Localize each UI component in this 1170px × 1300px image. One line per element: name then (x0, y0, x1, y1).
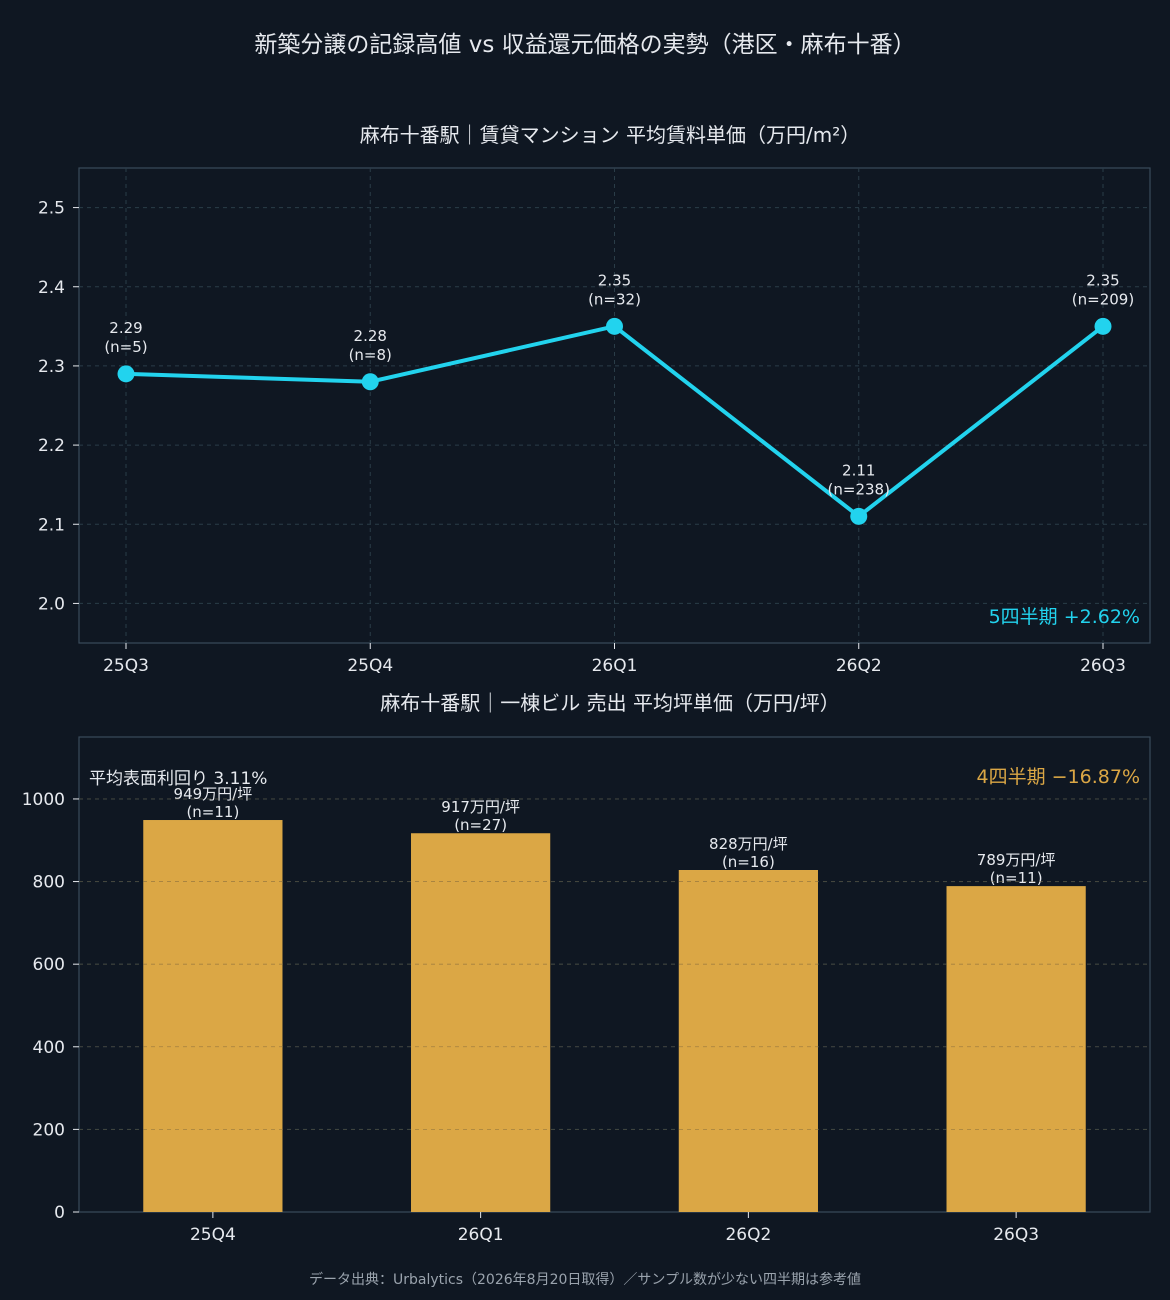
average-yield-note: 平均表面利回り 3.11% (89, 769, 267, 789)
plot-frame (78, 736, 1151, 1213)
bar (678, 870, 818, 1212)
x-tick-label: 25Q3 (103, 656, 149, 676)
data-label: 2.35 (598, 271, 631, 289)
x-tick-label: 25Q4 (347, 656, 393, 676)
data-label: 828万円/坪 (709, 835, 788, 853)
y-tick-label: 200 (33, 1120, 65, 1140)
x-tick-label: 26Q2 (725, 1225, 771, 1245)
y-tick-label: 600 (33, 955, 65, 975)
sample-size-label: (n=32) (588, 290, 641, 308)
data-point (606, 317, 623, 335)
x-tick-label: 26Q2 (836, 656, 882, 676)
data-label: 917万円/坪 (441, 798, 520, 816)
bar (411, 833, 551, 1212)
y-tick-label: 0 (54, 1203, 65, 1223)
bar (946, 886, 1086, 1212)
sample-size-label: (n=209) (1072, 290, 1134, 308)
y-tick-label: 800 (33, 873, 65, 893)
data-point (117, 365, 135, 383)
rent-line-chart: 2.0 2.1 2.2 2.3 2.4 2.5 25Q3 25Q4 26Q1 26Q2 26Q3 2.… (38, 167, 1151, 676)
data-source-footer: データ出典：Urbalytics（2026年8月20日取得）／サンプル数が少ない… (309, 1271, 861, 1288)
top-chart-title: 麻布十番駅｜賃貸マンション 平均賃料単価（万円/m²） (360, 123, 861, 147)
sample-size-label: (n=27) (454, 816, 507, 834)
x-tick-label: 26Q3 (993, 1225, 1039, 1245)
data-label: 789万円/坪 (977, 851, 1056, 869)
data-label: 2.28 (354, 327, 387, 345)
y-tick-label: 2.0 (38, 594, 65, 614)
data-point (1094, 317, 1112, 335)
y-tick-label: 2.4 (38, 278, 65, 298)
y-tick-label: 2.3 (38, 357, 65, 377)
bar (143, 820, 283, 1212)
building-price-bar-chart: 0200400600800100025Q4949万円/坪(n=11)26Q191… (22, 736, 1151, 1245)
data-point (361, 373, 379, 391)
y-tick-label: 2.5 (38, 199, 65, 219)
change-annotation: 4四半期 −16.87% (977, 766, 1141, 788)
data-label: 2.11 (842, 461, 875, 479)
sample-size-label: (n=8) (349, 346, 392, 364)
sample-size-label: (n=238) (828, 480, 890, 498)
y-tick-label: 2.1 (38, 515, 65, 535)
x-tick-label: 26Q1 (458, 1225, 504, 1245)
sample-size-label: (n=11) (990, 869, 1043, 887)
data-point (850, 507, 868, 525)
change-annotation: 5四半期 +2.62% (989, 606, 1140, 628)
y-tick-label: 2.2 (38, 436, 65, 456)
sample-size-label: (n=16) (722, 853, 775, 871)
x-tick-label: 26Q1 (592, 656, 638, 676)
y-tick-label: 400 (33, 1038, 65, 1058)
sample-size-label: (n=11) (186, 803, 239, 821)
data-label: 2.29 (109, 319, 142, 337)
bottom-chart-title: 麻布十番駅｜一棟ビル 売出 平均坪単価（万円/坪） (380, 691, 839, 715)
y-tick-label: 1000 (22, 790, 65, 810)
x-tick-label: 25Q4 (190, 1225, 236, 1245)
data-label: 2.35 (1086, 271, 1119, 289)
data-label: 949万円/坪 (174, 785, 253, 803)
x-tick-label: 26Q3 (1080, 656, 1126, 676)
figure-title: 新築分譲の記録高値 vs 収益還元価格の実勢（港区・麻布十番） (254, 32, 915, 58)
sample-size-label: (n=5) (104, 338, 147, 356)
